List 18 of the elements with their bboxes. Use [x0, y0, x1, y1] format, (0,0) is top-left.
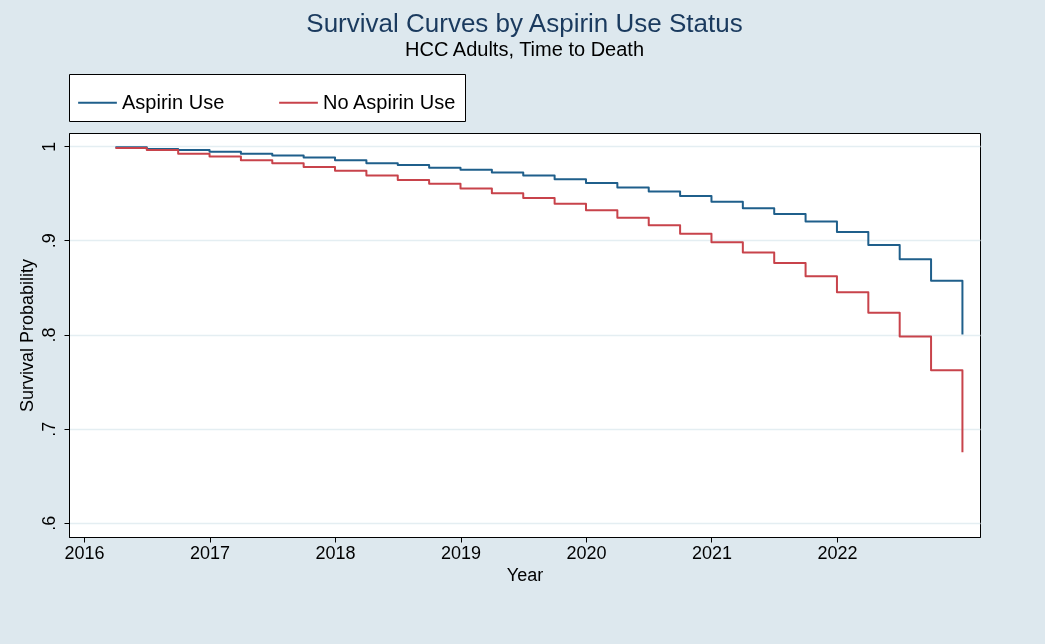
x-tick-label: 2022: [817, 542, 858, 563]
y-tick-label: .6: [38, 515, 59, 531]
x-tick-label: 2016: [64, 542, 105, 563]
y-tick-label: .8: [38, 327, 59, 343]
x-tick-label: 2017: [190, 542, 231, 563]
legend-label: Aspirin Use: [122, 90, 225, 113]
chart-title: Survival Curves by Aspirin Use Status: [306, 7, 743, 38]
y-tick-label: .9: [38, 233, 59, 249]
y-axis-title: Survival Probability: [16, 258, 37, 413]
y-tick-label: .7: [38, 421, 59, 437]
chart-subtitle: HCC Adults, Time to Death: [405, 37, 644, 60]
y-tick-label: 1: [38, 141, 59, 152]
x-tick-label: 2020: [566, 542, 607, 563]
x-axis-title: Year: [506, 564, 544, 585]
x-tick-label: 2019: [440, 542, 482, 563]
x-tick-label: 2018: [315, 542, 356, 563]
legend-label: No Aspirin Use: [323, 90, 456, 113]
x-tick-label: 2021: [691, 542, 732, 563]
